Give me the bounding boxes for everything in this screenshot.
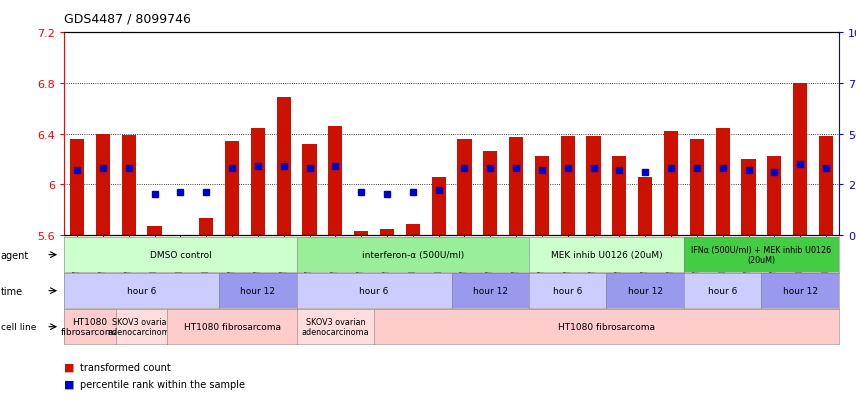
- Bar: [225, 142, 239, 235]
- Bar: [767, 157, 782, 235]
- Text: HT1080 fibrosarcoma: HT1080 fibrosarcoma: [183, 323, 281, 331]
- Bar: [147, 227, 162, 235]
- Bar: [586, 137, 601, 235]
- Text: transformed count: transformed count: [80, 362, 170, 372]
- Text: hour 6: hour 6: [127, 287, 157, 295]
- Bar: [509, 138, 523, 235]
- Bar: [173, 235, 187, 239]
- Text: HT1080 fibrosarcoma: HT1080 fibrosarcoma: [558, 323, 655, 331]
- Text: hour 12: hour 12: [241, 287, 276, 295]
- Text: ■: ■: [64, 379, 74, 389]
- Text: DMSO control: DMSO control: [150, 251, 211, 259]
- Text: ■: ■: [64, 362, 74, 372]
- Bar: [199, 219, 213, 235]
- Text: MEK inhib U0126 (20uM): MEK inhib U0126 (20uM): [550, 251, 663, 259]
- Bar: [457, 139, 472, 235]
- Bar: [561, 137, 575, 235]
- Bar: [96, 134, 110, 235]
- Bar: [302, 144, 317, 235]
- Bar: [122, 135, 136, 235]
- Bar: [70, 139, 84, 235]
- Bar: [406, 224, 420, 235]
- Bar: [741, 159, 756, 235]
- Text: interferon-α (500U/ml): interferon-α (500U/ml): [362, 251, 464, 259]
- Bar: [328, 127, 342, 235]
- Text: hour 6: hour 6: [553, 287, 582, 295]
- Bar: [483, 152, 497, 235]
- Bar: [354, 232, 368, 235]
- Text: agent: agent: [1, 250, 29, 260]
- Text: hour 6: hour 6: [360, 287, 389, 295]
- Bar: [612, 157, 627, 235]
- Bar: [535, 157, 549, 235]
- Text: SKOV3 ovarian
adenocarcinoma: SKOV3 ovarian adenocarcinoma: [301, 317, 369, 337]
- Text: hour 6: hour 6: [708, 287, 737, 295]
- Bar: [276, 97, 291, 235]
- Bar: [638, 177, 652, 235]
- Text: time: time: [1, 286, 23, 296]
- Bar: [716, 129, 730, 235]
- Text: hour 12: hour 12: [627, 287, 663, 295]
- Bar: [380, 229, 394, 235]
- Bar: [690, 139, 704, 235]
- Bar: [664, 132, 678, 235]
- Bar: [819, 137, 833, 235]
- Bar: [431, 177, 446, 235]
- Bar: [251, 129, 265, 235]
- Text: hour 12: hour 12: [473, 287, 508, 295]
- Text: GDS4487 / 8099746: GDS4487 / 8099746: [64, 12, 191, 25]
- Text: HT1080
fibrosarcoma: HT1080 fibrosarcoma: [61, 317, 120, 337]
- Bar: [793, 84, 807, 235]
- Text: percentile rank within the sample: percentile rank within the sample: [80, 379, 245, 389]
- Text: cell line: cell line: [1, 323, 36, 331]
- Text: hour 12: hour 12: [782, 287, 817, 295]
- Text: SKOV3 ovarian
adenocarcinoma: SKOV3 ovarian adenocarcinoma: [108, 317, 175, 337]
- Text: IFNα (500U/ml) + MEK inhib U0126
(20uM): IFNα (500U/ml) + MEK inhib U0126 (20uM): [692, 245, 831, 265]
